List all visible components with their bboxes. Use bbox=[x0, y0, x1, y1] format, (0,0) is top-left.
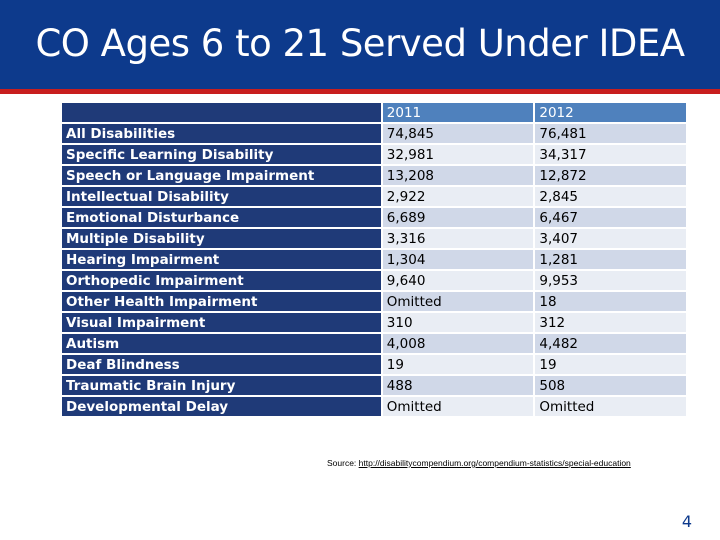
column-header-2012: 2012 bbox=[535, 103, 686, 122]
disability-table: 2011 2012 All Disabilities 74,845 76,481 Sp… bbox=[60, 101, 688, 418]
cell-2012: 312 bbox=[535, 313, 686, 332]
table-row: Hearing Impairment 1,304 1,281 bbox=[62, 250, 686, 269]
cell-2012: 9,953 bbox=[535, 271, 686, 290]
source-note: Source: http://disabilitycompendium.org/… bbox=[327, 458, 631, 468]
table-row: Traumatic Brain Injury 488 508 bbox=[62, 376, 686, 395]
cell-2012: 3,407 bbox=[535, 229, 686, 248]
table-row: Intellectual Disability 2,922 2,845 bbox=[62, 187, 686, 206]
row-label: Developmental Delay bbox=[62, 397, 381, 416]
cell-2011: 74,845 bbox=[382, 124, 534, 143]
cell-2012: 76,481 bbox=[535, 124, 686, 143]
row-label: Intellectual Disability bbox=[62, 187, 381, 206]
row-label: Speech or Language Impairment bbox=[62, 166, 381, 185]
source-prefix: Source: bbox=[327, 458, 359, 468]
cell-2011: 1,304 bbox=[382, 250, 534, 269]
cell-2011: Omitted bbox=[382, 292, 534, 311]
page-number: 4 bbox=[681, 512, 692, 531]
cell-2011: 13,208 bbox=[382, 166, 534, 185]
table-row: Autism 4,008 4,482 bbox=[62, 334, 686, 353]
row-label: All Disabilities bbox=[62, 124, 381, 143]
row-label: Hearing Impairment bbox=[62, 250, 381, 269]
cell-2011: 3,316 bbox=[382, 229, 534, 248]
cell-2012: 12,872 bbox=[535, 166, 686, 185]
row-label: Emotional Disturbance bbox=[62, 208, 381, 227]
table-row: Developmental Delay Omitted Omitted bbox=[62, 397, 686, 416]
slide-title: CO Ages 6 to 21 Served Under IDEA bbox=[35, 22, 685, 65]
cell-2012: 2,845 bbox=[535, 187, 686, 206]
cell-2012: 19 bbox=[535, 355, 686, 374]
table-row: Emotional Disturbance 6,689 6,467 bbox=[62, 208, 686, 227]
row-label: Multiple Disability bbox=[62, 229, 381, 248]
cell-2012: 18 bbox=[535, 292, 686, 311]
source-link[interactable]: http://disabilitycompendium.org/compendi… bbox=[358, 458, 631, 468]
row-label: Autism bbox=[62, 334, 381, 353]
table-row: Other Health Impairment Omitted 18 bbox=[62, 292, 686, 311]
row-label: Orthopedic Impairment bbox=[62, 271, 381, 290]
cell-2011: Omitted bbox=[382, 397, 534, 416]
column-header-2011: 2011 bbox=[382, 103, 534, 122]
cell-2011: 9,640 bbox=[382, 271, 534, 290]
row-label: Other Health Impairment bbox=[62, 292, 381, 311]
cell-2012: 508 bbox=[535, 376, 686, 395]
cell-2011: 6,689 bbox=[382, 208, 534, 227]
cell-2011: 4,008 bbox=[382, 334, 534, 353]
row-label: Specific Learning Disability bbox=[62, 145, 381, 164]
table-row: Specific Learning Disability 32,981 34,317 bbox=[62, 145, 686, 164]
cell-2012: 4,482 bbox=[535, 334, 686, 353]
cell-2012: 1,281 bbox=[535, 250, 686, 269]
cell-2011: 2,922 bbox=[382, 187, 534, 206]
cell-2011: 488 bbox=[382, 376, 534, 395]
row-label: Visual Impairment bbox=[62, 313, 381, 332]
table-row: Speech or Language Impairment 13,208 12,87… bbox=[62, 166, 686, 185]
cell-2012: 6,467 bbox=[535, 208, 686, 227]
table-row: Deaf Blindness 19 19 bbox=[62, 355, 686, 374]
cell-2011: 19 bbox=[382, 355, 534, 374]
title-bar: CO Ages 6 to 21 Served Under IDEA bbox=[0, 0, 720, 94]
table-row: Visual Impairment 310 312 bbox=[62, 313, 686, 332]
row-label: Traumatic Brain Injury bbox=[62, 376, 381, 395]
cell-2012: Omitted bbox=[535, 397, 686, 416]
row-label: Deaf Blindness bbox=[62, 355, 381, 374]
cell-2011: 310 bbox=[382, 313, 534, 332]
table-row: All Disabilities 74,845 76,481 bbox=[62, 124, 686, 143]
table-header-row: 2011 2012 bbox=[62, 103, 686, 122]
cell-2011: 32,981 bbox=[382, 145, 534, 164]
column-header-label bbox=[62, 103, 381, 122]
table-row: Multiple Disability 3,316 3,407 bbox=[62, 229, 686, 248]
cell-2012: 34,317 bbox=[535, 145, 686, 164]
table-row: Orthopedic Impairment 9,640 9,953 bbox=[62, 271, 686, 290]
